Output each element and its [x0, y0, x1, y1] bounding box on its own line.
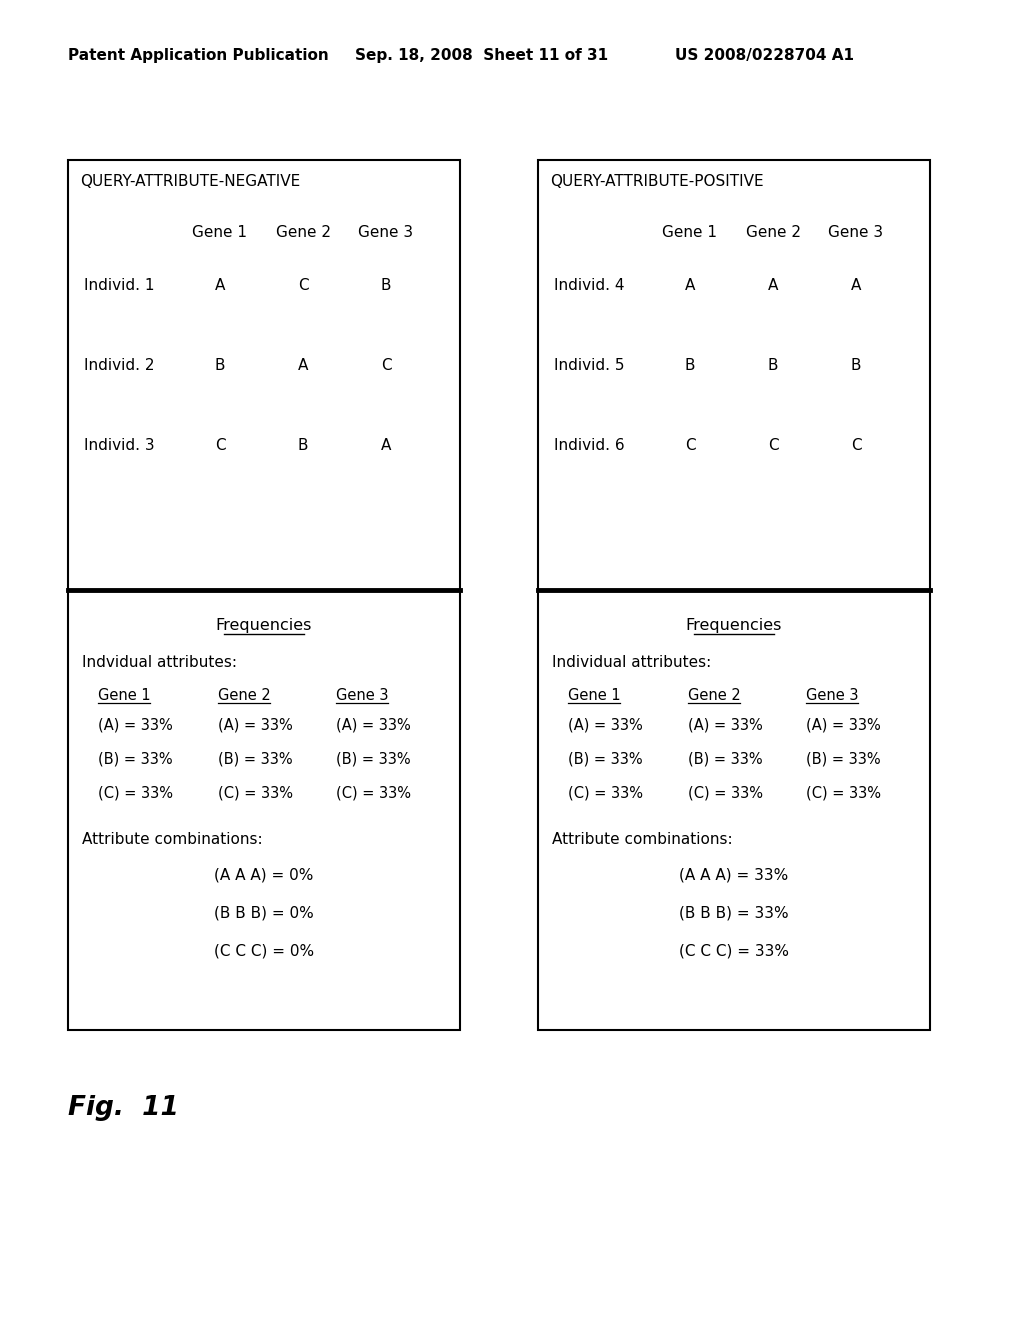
Text: B: B — [851, 358, 861, 374]
Text: Gene 1: Gene 1 — [663, 224, 718, 240]
Text: C: C — [381, 358, 391, 374]
Text: Gene 3: Gene 3 — [828, 224, 884, 240]
Text: C: C — [851, 438, 861, 453]
Text: (B) = 33%: (B) = 33% — [806, 752, 881, 767]
Text: Gene 2: Gene 2 — [218, 688, 270, 704]
Text: (A) = 33%: (A) = 33% — [688, 718, 763, 733]
Text: Frequencies: Frequencies — [686, 618, 782, 634]
Text: (C) = 33%: (C) = 33% — [568, 785, 643, 801]
Text: A: A — [768, 279, 778, 293]
Text: B: B — [768, 358, 778, 374]
Text: QUERY-ATTRIBUTE-NEGATIVE: QUERY-ATTRIBUTE-NEGATIVE — [80, 174, 300, 189]
Text: Individ. 6: Individ. 6 — [554, 438, 625, 453]
Text: Attribute combinations:: Attribute combinations: — [552, 832, 732, 847]
Text: QUERY-ATTRIBUTE-POSITIVE: QUERY-ATTRIBUTE-POSITIVE — [550, 174, 764, 189]
Text: Patent Application Publication: Patent Application Publication — [68, 48, 329, 63]
Text: Individ. 5: Individ. 5 — [554, 358, 625, 374]
Text: Frequencies: Frequencies — [216, 618, 312, 634]
Text: (A) = 33%: (A) = 33% — [218, 718, 293, 733]
Text: C: C — [215, 438, 225, 453]
Text: (C) = 33%: (C) = 33% — [806, 785, 881, 801]
Text: Fig.  11: Fig. 11 — [68, 1096, 179, 1121]
Text: (C) = 33%: (C) = 33% — [218, 785, 293, 801]
Text: A: A — [685, 279, 695, 293]
Text: Gene 2: Gene 2 — [745, 224, 801, 240]
Text: A: A — [381, 438, 391, 453]
Text: US 2008/0228704 A1: US 2008/0228704 A1 — [675, 48, 854, 63]
Text: Gene 1: Gene 1 — [98, 688, 151, 704]
Text: (A) = 33%: (A) = 33% — [806, 718, 881, 733]
Text: (B B B) = 33%: (B B B) = 33% — [679, 906, 788, 921]
Text: Gene 1: Gene 1 — [568, 688, 621, 704]
Text: B: B — [215, 358, 225, 374]
Bar — [538, 160, 930, 1030]
Text: (A) = 33%: (A) = 33% — [336, 718, 411, 733]
Text: Individ. 1: Individ. 1 — [84, 279, 155, 293]
Text: A: A — [851, 279, 861, 293]
Text: (C C C) = 33%: (C C C) = 33% — [679, 944, 790, 960]
Text: (B) = 33%: (B) = 33% — [336, 752, 411, 767]
Text: (A A A) = 33%: (A A A) = 33% — [679, 869, 788, 883]
Text: (B) = 33%: (B) = 33% — [98, 752, 173, 767]
Text: Individual attributes:: Individual attributes: — [552, 655, 712, 671]
Text: A: A — [215, 279, 225, 293]
Text: Gene 1: Gene 1 — [193, 224, 248, 240]
Text: Indvidual attributes:: Indvidual attributes: — [82, 655, 237, 671]
Text: (C) = 33%: (C) = 33% — [688, 785, 763, 801]
Text: (C C C) = 0%: (C C C) = 0% — [214, 944, 314, 960]
Text: (C) = 33%: (C) = 33% — [98, 785, 173, 801]
Text: C: C — [298, 279, 308, 293]
Text: A: A — [298, 358, 308, 374]
Text: B: B — [298, 438, 308, 453]
Text: B: B — [381, 279, 391, 293]
Text: C: C — [768, 438, 778, 453]
Text: Individ. 3: Individ. 3 — [84, 438, 155, 453]
Text: Individ. 4: Individ. 4 — [554, 279, 625, 293]
Text: Sep. 18, 2008  Sheet 11 of 31: Sep. 18, 2008 Sheet 11 of 31 — [355, 48, 608, 63]
Text: Gene 2: Gene 2 — [275, 224, 331, 240]
Text: (B) = 33%: (B) = 33% — [218, 752, 293, 767]
Text: (C) = 33%: (C) = 33% — [336, 785, 411, 801]
Text: Gene 2: Gene 2 — [688, 688, 740, 704]
Text: (A A A) = 0%: (A A A) = 0% — [214, 869, 313, 883]
Text: Gene 3: Gene 3 — [806, 688, 858, 704]
Text: Gene 3: Gene 3 — [358, 224, 414, 240]
Text: (B) = 33%: (B) = 33% — [568, 752, 643, 767]
Text: Gene 3: Gene 3 — [336, 688, 388, 704]
Text: Attribute combinations:: Attribute combinations: — [82, 832, 262, 847]
Text: B: B — [685, 358, 695, 374]
Text: (A) = 33%: (A) = 33% — [98, 718, 173, 733]
Bar — [68, 160, 460, 1030]
Text: (B B B) = 0%: (B B B) = 0% — [214, 906, 314, 921]
Text: C: C — [685, 438, 695, 453]
Text: Individ. 2: Individ. 2 — [84, 358, 155, 374]
Text: (B) = 33%: (B) = 33% — [688, 752, 763, 767]
Text: (A) = 33%: (A) = 33% — [568, 718, 643, 733]
